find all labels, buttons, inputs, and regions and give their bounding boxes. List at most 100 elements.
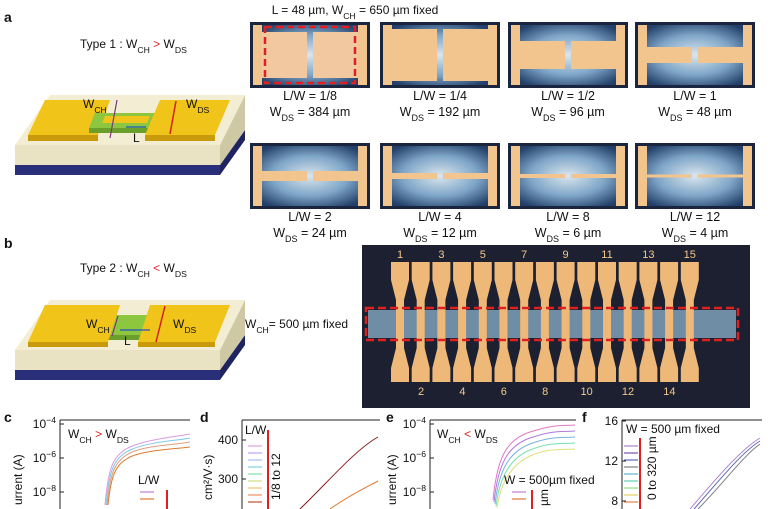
electrode xyxy=(383,146,392,206)
legend-title: W = 500 µm fixed xyxy=(626,422,720,436)
text-segment: = 500 µm fixed xyxy=(269,317,348,331)
electrode xyxy=(520,41,565,69)
type-label: Type 1 : WCH > WDS xyxy=(80,37,187,55)
electrode-number: 1 xyxy=(397,249,403,261)
electrode xyxy=(313,32,358,78)
electrode xyxy=(571,174,616,178)
electrode-number: 8 xyxy=(542,386,548,398)
text-segment: W xyxy=(164,37,176,51)
sample-width: WDS = 24 µm xyxy=(273,226,347,244)
text-segment: CH xyxy=(79,435,91,445)
electrode-number: 13 xyxy=(642,249,654,261)
electrode xyxy=(253,25,262,85)
channel-label: WCH= 500 µm fixed xyxy=(245,317,348,335)
plot-axes xyxy=(59,419,762,509)
type-label: Type 2 : WCH < WDS xyxy=(80,261,187,279)
electrode xyxy=(453,262,472,382)
text-segment: = 192 µm xyxy=(424,105,480,119)
sample-width: WDS = 12 µm xyxy=(403,226,477,244)
panel-label: a xyxy=(4,9,12,25)
electrode xyxy=(392,29,437,81)
y-tick-label: 10−8 xyxy=(33,483,56,499)
text-segment: < xyxy=(150,261,164,275)
text-segment: 10 xyxy=(33,451,47,465)
y-axis-label: cm²/V·s) xyxy=(201,455,215,500)
legend-note: W = 500µm fixed xyxy=(504,473,595,487)
text-segment: Type 1 : W xyxy=(80,37,138,51)
text-segment: = 12 µm xyxy=(428,226,477,240)
electrode-number: 10 xyxy=(580,386,592,398)
text-segment: W xyxy=(83,97,95,111)
panel-label: e xyxy=(386,409,394,425)
text-segment: CH xyxy=(343,11,355,21)
legend-unit: µm xyxy=(537,489,551,506)
text-segment: Type 2 : W xyxy=(80,261,138,275)
electrode xyxy=(411,262,430,382)
text-segment: DS xyxy=(282,113,295,123)
text-segment: W xyxy=(245,317,257,331)
device-label: WCH xyxy=(86,317,110,335)
text-segment: −8 xyxy=(416,483,426,493)
electrode xyxy=(432,262,451,382)
text-segment: = 96 µm xyxy=(556,105,605,119)
electrode xyxy=(680,262,699,382)
electrode xyxy=(638,25,647,85)
y-tick-label: 10−4 xyxy=(33,415,56,431)
sample-ratio: L/W = 1/8 xyxy=(283,89,337,103)
panel-label: f xyxy=(582,409,587,425)
sample-ratio: L/W = 1/4 xyxy=(413,89,467,103)
legend-title: WCH < WDS xyxy=(437,427,498,445)
highlight-box xyxy=(263,25,357,85)
electrode xyxy=(743,25,752,85)
electrode xyxy=(358,25,367,85)
text-segment: W xyxy=(437,427,449,441)
panel-label: d xyxy=(200,409,209,425)
text-segment: DS xyxy=(543,113,556,123)
device-label: L xyxy=(133,131,140,145)
sample-width: WDS = 192 µm xyxy=(400,105,481,123)
text-segment: 10 xyxy=(403,417,417,431)
sample-width: WDS = 6 µm xyxy=(535,226,602,244)
text-segment: > xyxy=(150,37,164,51)
text-segment: DS xyxy=(415,234,428,244)
text-segment: −8 xyxy=(46,483,56,493)
electrode xyxy=(383,25,392,85)
electrode xyxy=(647,47,692,63)
sample-ratio: L/W = 4 xyxy=(418,210,461,224)
text-segment: L xyxy=(133,131,140,145)
text-segment: DS xyxy=(175,45,187,55)
text-segment: W xyxy=(662,226,674,240)
y-axis-label: urrent (A) xyxy=(11,454,25,505)
electrode xyxy=(488,146,497,206)
electrode xyxy=(616,146,625,206)
sample-ratio: L/W = 8 xyxy=(546,210,589,224)
electrode xyxy=(494,262,513,382)
electrode xyxy=(571,41,616,69)
electrode xyxy=(577,262,596,382)
electrode-number: 15 xyxy=(684,249,696,261)
electrode xyxy=(511,25,520,85)
text-segment: = 384 µm xyxy=(294,105,350,119)
text-segment: W xyxy=(105,427,117,441)
electrode xyxy=(743,146,752,206)
electrode-number: 5 xyxy=(480,249,486,261)
sample-width: WDS = 4 µm xyxy=(662,226,729,244)
highlight-box xyxy=(364,306,740,342)
text-segment: CH xyxy=(448,435,460,445)
sample-ratio: L/W = 1 xyxy=(673,89,716,103)
electrode xyxy=(253,146,262,206)
device-label: WCH xyxy=(83,97,107,115)
electrode-number: 12 xyxy=(622,386,634,398)
electrode xyxy=(262,171,307,181)
electrode xyxy=(473,262,492,382)
text-segment: 10 xyxy=(33,485,47,499)
text-segment: W xyxy=(400,105,412,119)
text-segment: DS xyxy=(670,113,683,123)
y-tick-label: 300 xyxy=(218,472,238,486)
electrode-number: 6 xyxy=(501,386,507,398)
y-tick-label: 10−6 xyxy=(403,449,426,465)
electrode-number: 9 xyxy=(563,249,569,261)
micrograph-array xyxy=(362,245,750,408)
device-type2 xyxy=(15,300,245,380)
